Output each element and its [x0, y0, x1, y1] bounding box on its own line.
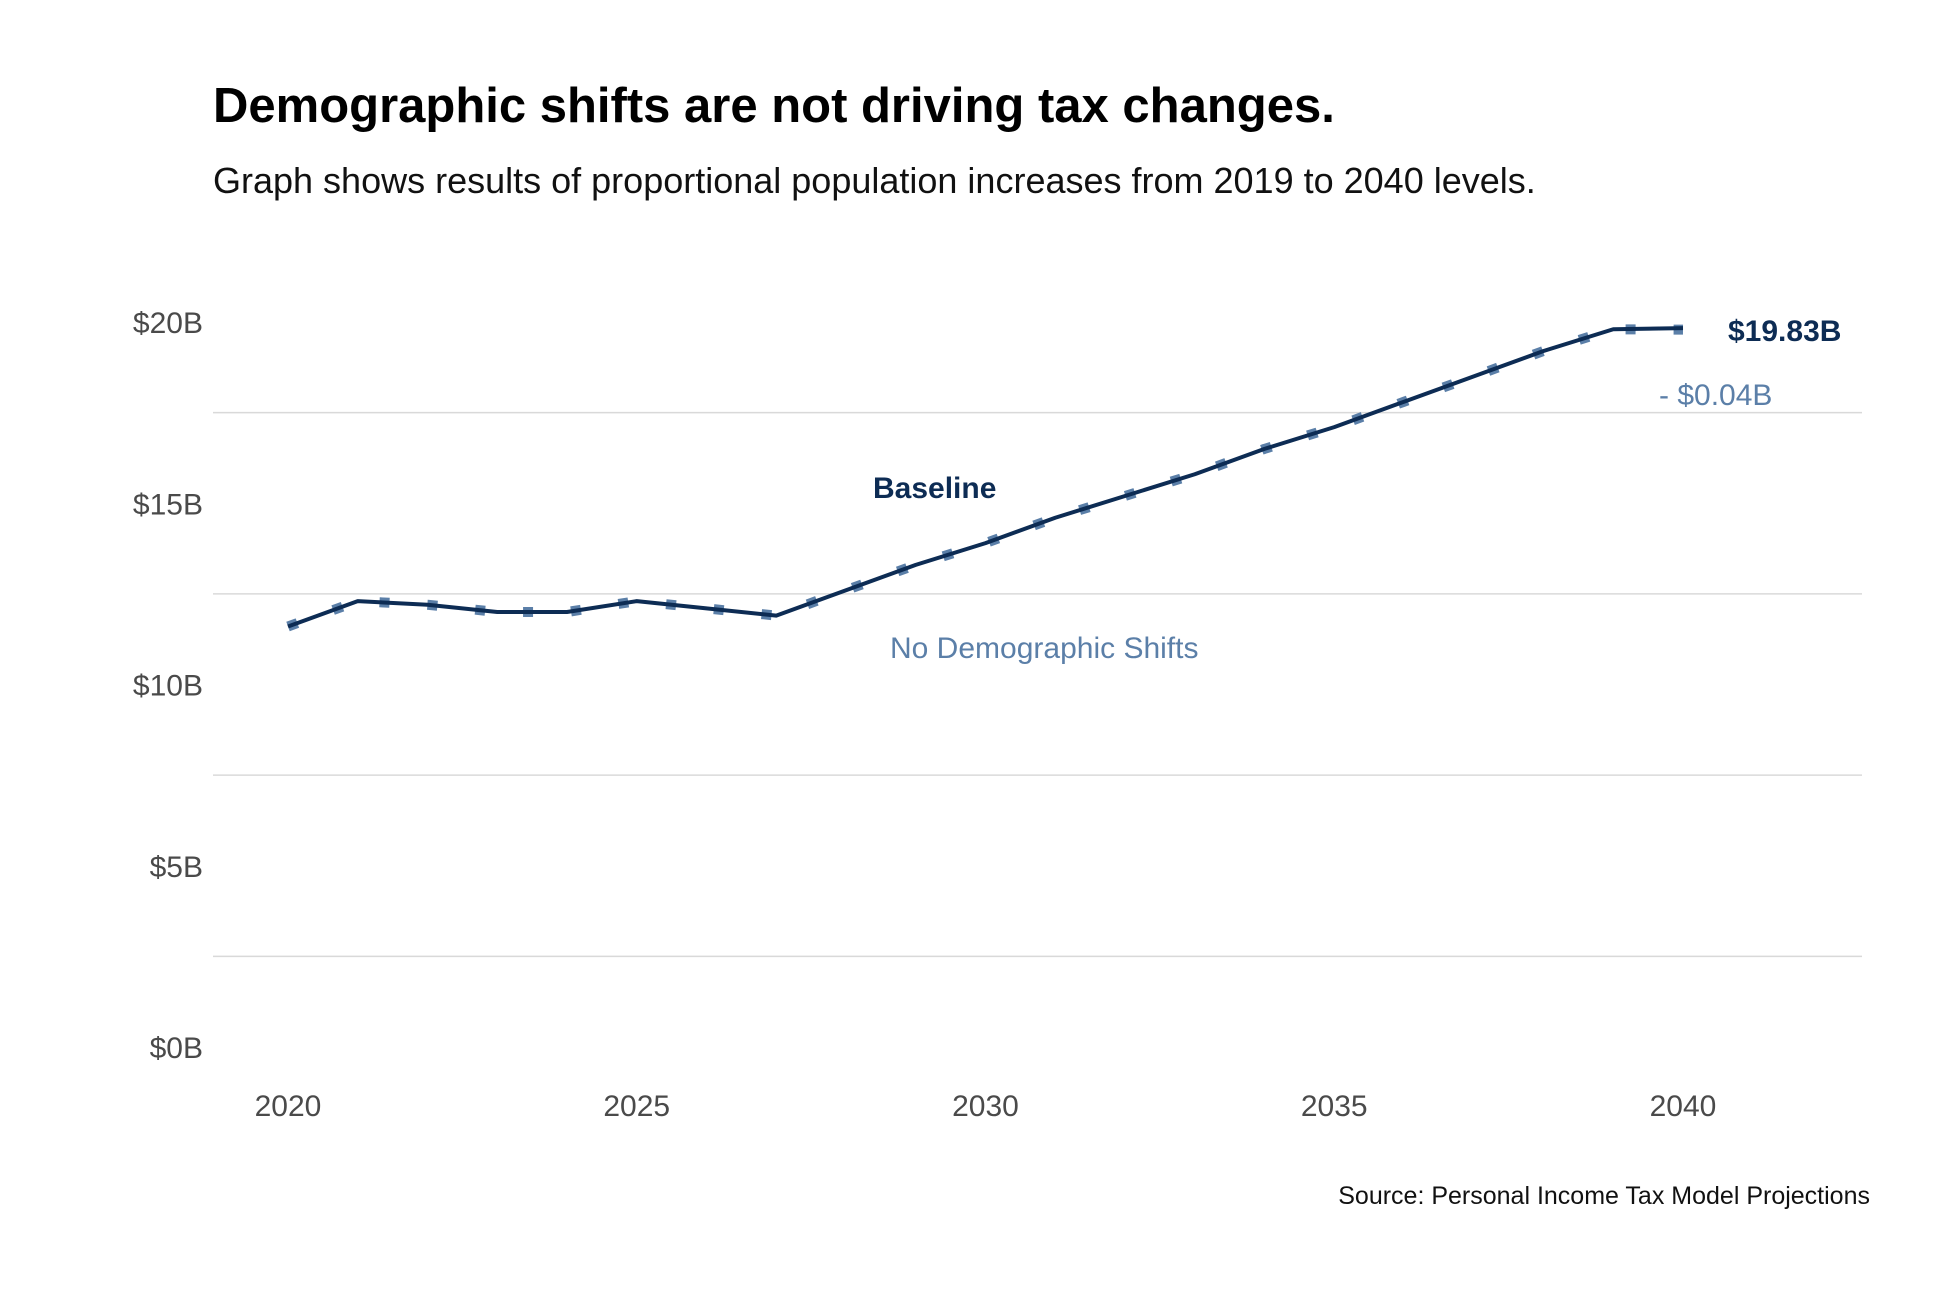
x-tick-label-4: 2040 — [1650, 1090, 1717, 1123]
series-label-no-demographic-shifts: No Demographic Shifts — [890, 632, 1198, 665]
y-tick-label-1: $5B — [150, 851, 203, 884]
end-value-label: $19.83B — [1728, 315, 1841, 348]
source-note: Source: Personal Income Tax Model Projec… — [1338, 1182, 1870, 1210]
x-tick-label-2: 2030 — [952, 1090, 1019, 1123]
y-tick-label-3: $15B — [133, 488, 203, 521]
chart-title: Demographic shifts are not driving tax c… — [213, 79, 1335, 133]
x-tick-label-3: 2035 — [1301, 1090, 1368, 1123]
x-tick-label-0: 2020 — [255, 1090, 322, 1123]
series-label-baseline: Baseline — [873, 472, 996, 505]
chart-subtitle: Graph shows results of proportional popu… — [213, 160, 1536, 201]
y-tick-label-0: $0B — [150, 1032, 203, 1065]
y-tick-label-4: $20B — [133, 307, 203, 340]
y-tick-label-2: $10B — [133, 670, 203, 703]
difference-label: - $0.04B — [1659, 379, 1772, 412]
x-tick-label-1: 2025 — [603, 1090, 670, 1123]
